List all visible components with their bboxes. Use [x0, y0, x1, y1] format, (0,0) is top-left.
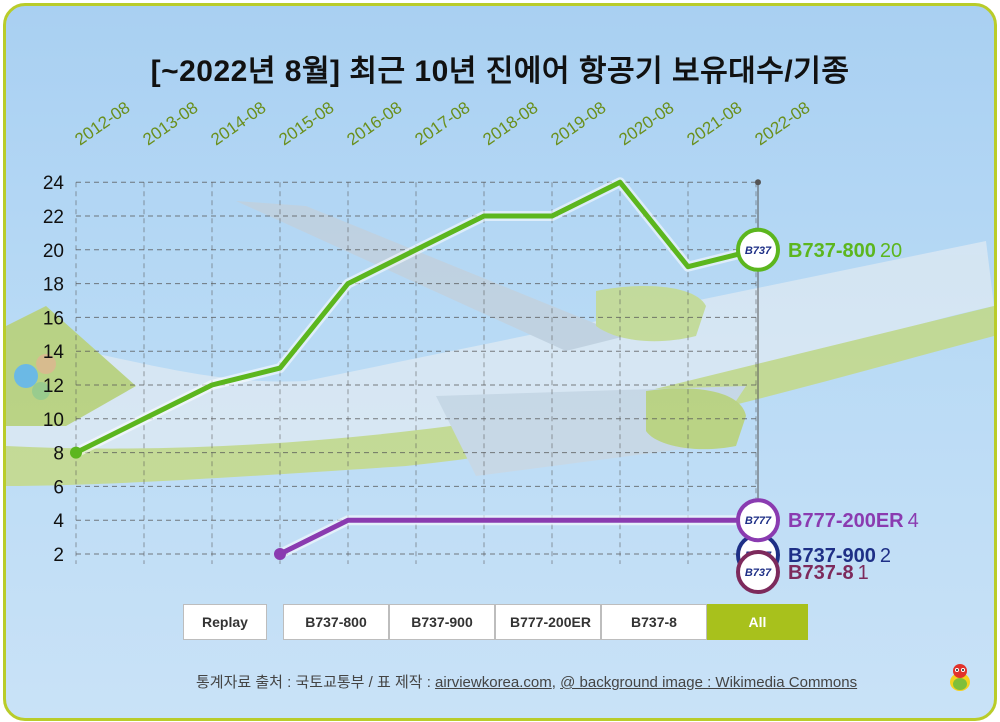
- series-end-label: B737-900 2: [788, 545, 891, 567]
- background-credit-link[interactable]: @ background image : Wikimedia Commons: [560, 674, 858, 691]
- y-tick-label: 18: [43, 275, 64, 296]
- series-end-value: 1: [858, 562, 869, 584]
- series-line-b737-800: [73, 179, 759, 456]
- y-tick-label: 22: [43, 207, 64, 228]
- y-tick-label: 4: [53, 511, 64, 532]
- series-end-value: 4: [908, 510, 919, 532]
- badge-circle: [736, 227, 780, 272]
- source-credit: 통계자료 출처 : 국토교통부 / 표 제작 : airviewkorea.co…: [196, 671, 857, 692]
- background-airplane-image: [6, 201, 994, 486]
- badge-circle: [736, 550, 780, 594]
- x-tick-label: 2014-08: [207, 98, 269, 149]
- series-end-label: B777-200ER 4: [788, 510, 919, 532]
- current-date-marker: [755, 179, 761, 186]
- series-end-badge: B737 B737-800 20: [736, 227, 902, 272]
- y-tick-label: 8: [53, 444, 64, 465]
- series-start-point: [274, 548, 286, 560]
- series-button-b777-200er[interactable]: B777-200ER: [495, 604, 601, 640]
- y-tick-label: 6: [53, 477, 64, 498]
- chart-title: [~2022년 8월] 최근 10년 진에어 항공기 보유대수/기종: [150, 55, 850, 88]
- badge-circle: [736, 498, 780, 543]
- series-line-b777-200er: [277, 517, 759, 557]
- series-end-badge: B737 B737-8 1: [736, 550, 869, 594]
- series-end-value: 2: [880, 545, 891, 567]
- series-button-all[interactable]: All: [707, 604, 808, 640]
- x-tick-label: 2020-08: [615, 98, 677, 149]
- y-tick-label: 20: [43, 241, 64, 262]
- x-tick-label: 2012-08: [71, 98, 133, 149]
- x-tick-label: 2018-08: [479, 98, 541, 149]
- site-link[interactable]: airviewkorea.com: [435, 674, 552, 691]
- x-tick-label: 2017-08: [411, 98, 473, 149]
- series-end-value: 20: [880, 240, 902, 262]
- series-end-label: B737-800 20: [788, 240, 902, 262]
- x-tick-label: 2015-08: [275, 98, 337, 149]
- replay-button[interactable]: Replay: [183, 604, 267, 640]
- source-prefix: 통계자료 출처 : 국토교통부 / 표 제작 :: [196, 674, 436, 691]
- x-tick-label: 2022-08: [751, 98, 813, 149]
- series-button-b737-900[interactable]: B737-900: [389, 604, 495, 640]
- series-line-halo: [277, 515, 756, 559]
- badge-text: B777: [745, 515, 772, 527]
- source-separator: ,: [551, 674, 561, 691]
- series-button-b737-8[interactable]: B737-8: [601, 604, 707, 640]
- y-tick-label: 14: [43, 342, 65, 363]
- series-button-b737-800[interactable]: B737-800: [283, 604, 389, 640]
- y-tick-label: 24: [43, 173, 65, 194]
- series-start-point: [70, 446, 82, 459]
- mascot-logo-icon: [950, 664, 970, 691]
- badge-text: B737: [745, 567, 772, 579]
- x-tick-label: 2016-08: [343, 98, 405, 149]
- y-tick-label: 10: [43, 410, 64, 431]
- y-tick-label: 2: [53, 545, 64, 566]
- y-tick-label: 16: [43, 308, 64, 329]
- series-end-badge: B777 B777-200ER 4: [736, 498, 919, 543]
- badge-text: B737: [745, 245, 772, 257]
- x-tick-label: 2013-08: [139, 98, 201, 149]
- y-tick-label: 12: [43, 376, 64, 397]
- series-end-label: B737-8 1: [788, 562, 869, 584]
- x-tick-label: 2019-08: [547, 98, 609, 149]
- x-tick-label: 2021-08: [683, 98, 745, 149]
